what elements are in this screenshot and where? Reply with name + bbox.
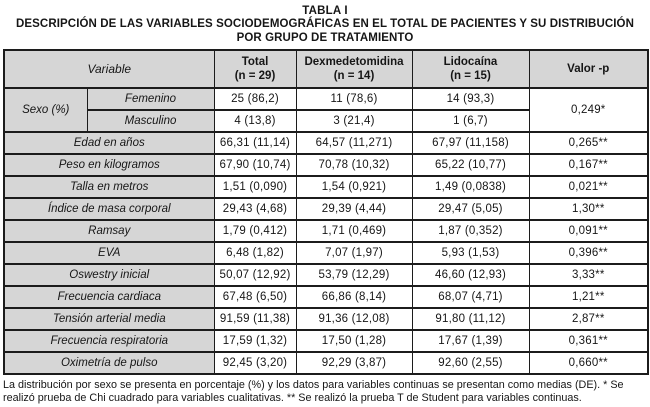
cell-tension-arterial-lidocaina: 91,80 (11,12)	[411, 307, 530, 331]
cell-oximetria-pvalue: 0,660**	[528, 351, 649, 375]
table-title-line2: POR GRUPO DE TRATAMIENTO	[236, 31, 414, 44]
table-title-block: TABLA I DESCRIPCIÓN DE LAS VARIABLES SOC…	[3, 2, 647, 45]
row-label-frecuencia-respiratoria: Frecuencia respiratoria	[3, 329, 215, 353]
cell-frecuencia-respiratoria-pvalue: 0,361**	[528, 329, 649, 353]
cell-frecuencia-cardiaca-dexmedetomidina: 66,86 (8,14)	[295, 285, 413, 309]
row-label-tension-arterial: Tensión arterial media	[3, 307, 215, 331]
cell-oswestry-lidocaina: 46,60 (12,93)	[411, 263, 530, 287]
cell-oswestry-dexmedetomidina: 53,79 (12,29)	[295, 263, 413, 287]
sociodemographic-variables-table: Variable Total (n = 29) Dexmedetomidina …	[3, 49, 649, 375]
table-row-oximetria: Oximetría de pulso 92,45 (3,20) 92,29 (3…	[3, 351, 649, 375]
cell-tension-arterial-pvalue: 2,87**	[528, 307, 649, 331]
cell-edad-total: 66,31 (11,14)	[213, 131, 297, 155]
row-label-ramsay: Ramsay	[3, 219, 215, 243]
table-row-eva: EVA 6,48 (1,82) 7,07 (1,97) 5,93 (1,53) …	[3, 241, 649, 265]
cell-ramsay-lidocaina: 1,87 (0,352)	[411, 219, 530, 243]
table-row-frecuencia-cardiaca: Frecuencia cardiaca 67,48 (6,50) 66,86 (…	[3, 285, 649, 309]
header-row: Variable Total (n = 29) Dexmedetomidina …	[3, 49, 649, 89]
cell-masculino-lidocaina: 1 (6,7)	[411, 109, 530, 133]
cell-eva-total: 6,48 (1,82)	[213, 241, 297, 265]
cell-frecuencia-cardiaca-total: 67,48 (6,50)	[213, 285, 297, 309]
table-title-line1: DESCRIPCIÓN DE LAS VARIABLES SOCIODEMOGR…	[15, 18, 635, 30]
table-row-sexo-femenino: Sexo (%) Femenino 25 (86,2) 11 (78,6) 14…	[3, 87, 649, 133]
cell-frecuencia-respiratoria-total: 17,59 (1,32)	[213, 329, 297, 353]
cell-oswestry-total: 50,07 (12,92)	[213, 263, 297, 287]
row-sublabel-femenino: Femenino	[86, 87, 215, 111]
table-row-edad: Edad en años 66,31 (11,14) 64,57 (11,271…	[3, 131, 649, 155]
row-label-edad: Edad en años	[3, 131, 215, 155]
cell-eva-dexmedetomidina: 7,07 (1,97)	[295, 241, 413, 265]
row-label-eva: EVA	[3, 241, 215, 265]
row-label-peso: Peso en kilogramos	[3, 153, 215, 177]
cell-masculino-dexmedetomidina: 3 (21,4)	[295, 109, 413, 133]
cell-ramsay-total: 1,79 (0,412)	[213, 219, 297, 243]
header-total-name: Total	[241, 56, 269, 68]
header-valor-p-name: Valor -p	[567, 63, 610, 75]
table-row-talla: Talla en metros 1,51 (0,090) 1,54 (0,921…	[3, 175, 649, 199]
cell-frecuencia-cardiaca-pvalue: 1,21**	[528, 285, 649, 309]
cell-imc-lidocaina: 29,47 (5,05)	[411, 197, 530, 221]
cell-talla-total: 1,51 (0,090)	[213, 175, 297, 199]
row-label-sexo: Sexo (%)	[3, 87, 88, 133]
cell-frecuencia-cardiaca-lidocaina: 68,07 (4,71)	[411, 285, 530, 309]
cell-femenino-lidocaina: 14 (93,3)	[411, 87, 530, 111]
cell-imc-dexmedetomidina: 29,39 (4,44)	[295, 197, 413, 221]
table-row-ramsay: Ramsay 1,79 (0,412) 1,71 (0,469) 1,87 (0…	[3, 219, 649, 243]
cell-imc-total: 29,43 (4,68)	[213, 197, 297, 221]
table-row-tension-arterial: Tensión arterial media 91,59 (11,38) 91,…	[3, 307, 649, 331]
cell-femenino-total: 25 (86,2)	[213, 87, 297, 111]
header-lidocaina: Lidocaína (n = 15)	[411, 49, 530, 89]
cell-talla-pvalue: 0,021**	[528, 175, 649, 199]
row-label-imc: Índice de masa corporal	[3, 197, 215, 221]
cell-talla-lidocaina: 1,49 (0,0838)	[411, 175, 530, 199]
table-row-sexo-masculino: Masculino 4 (13,8) 3 (21,4) 1 (6,7)	[4, 109, 648, 133]
row-label-talla: Talla en metros	[3, 175, 215, 199]
row-label-oximetria: Oximetría de pulso	[3, 351, 215, 375]
row-sublabel-masculino: Masculino	[86, 109, 215, 133]
header-variable: Variable	[3, 49, 215, 89]
table-row-peso: Peso en kilogramos 67,90 (10,74) 70,78 (…	[3, 153, 649, 177]
header-dexmedetomidina-name: Dexmedetomidina	[304, 56, 404, 68]
table-row-oswestry: Oswestry inicial 50,07 (12,92) 53,79 (12…	[3, 263, 649, 287]
cell-imc-pvalue: 1,30**	[528, 197, 649, 221]
header-dexmedetomidina-n: (n = 14)	[333, 70, 375, 82]
cell-sexo-pvalue: 0,249*	[528, 87, 649, 133]
table-number: TABLA I	[302, 5, 348, 17]
header-dexmedetomidina: Dexmedetomidina (n = 14)	[295, 49, 413, 89]
cell-peso-dexmedetomidina: 70,78 (10,32)	[295, 153, 413, 177]
header-total-n: (n = 29)	[234, 70, 276, 82]
header-valor-p: Valor -p	[528, 49, 649, 89]
cell-oximetria-dexmedetomidina: 92,29 (3,87)	[295, 351, 413, 375]
cell-oswestry-pvalue: 3,33**	[528, 263, 649, 287]
cell-talla-dexmedetomidina: 1,54 (0,921)	[295, 175, 413, 199]
cell-eva-lidocaina: 5,93 (1,53)	[411, 241, 530, 265]
cell-peso-lidocaina: 65,22 (10,77)	[411, 153, 530, 177]
cell-ramsay-pvalue: 0,091**	[528, 219, 649, 243]
table-footnote: La distribución por sexo se presenta en …	[3, 379, 624, 404]
cell-femenino-dexmedetomidina: 11 (78,6)	[295, 87, 413, 111]
cell-tension-arterial-total: 91,59 (11,38)	[213, 307, 297, 331]
cell-peso-total: 67,90 (10,74)	[213, 153, 297, 177]
cell-frecuencia-respiratoria-lidocaina: 17,67 (1,39)	[411, 329, 530, 353]
header-total: Total (n = 29)	[213, 49, 297, 89]
table-row-imc: Índice de masa corporal 29,43 (4,68) 29,…	[3, 197, 649, 221]
cell-eva-pvalue: 0,396**	[528, 241, 649, 265]
cell-edad-lidocaina: 67,97 (11,158)	[411, 131, 530, 155]
cell-oximetria-total: 92,45 (3,20)	[213, 351, 297, 375]
cell-tension-arterial-dexmedetomidina: 91,36 (12,08)	[295, 307, 413, 331]
row-label-oswestry: Oswestry inicial	[3, 263, 215, 287]
cell-masculino-total: 4 (13,8)	[213, 109, 297, 133]
header-lidocaina-name: Lidocaína	[443, 56, 498, 68]
cell-ramsay-dexmedetomidina: 1,71 (0,469)	[295, 219, 413, 243]
cell-edad-dexmedetomidina: 64,57 (11,271)	[295, 131, 413, 155]
cell-peso-pvalue: 0,167**	[528, 153, 649, 177]
cell-edad-pvalue: 0,265**	[528, 131, 649, 155]
cell-frecuencia-respiratoria-dexmedetomidina: 17,50 (1,28)	[295, 329, 413, 353]
row-label-frecuencia-cardiaca: Frecuencia cardiaca	[3, 285, 215, 309]
header-lidocaina-n: (n = 15)	[450, 70, 491, 82]
table-row-frecuencia-respiratoria: Frecuencia respiratoria 17,59 (1,32) 17,…	[3, 329, 649, 353]
cell-oximetria-lidocaina: 92,60 (2,55)	[411, 351, 530, 375]
